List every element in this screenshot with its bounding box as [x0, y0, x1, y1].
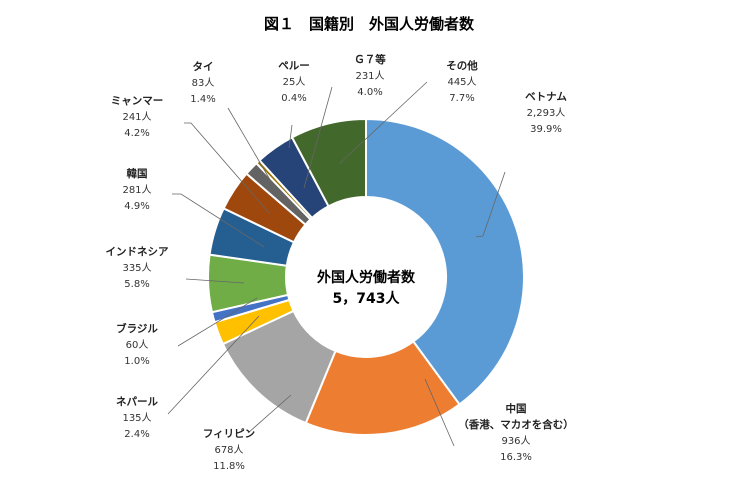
slice-name: ブラジル — [116, 322, 158, 335]
slice-name: ネパール — [116, 396, 158, 408]
slice-name: タイ — [193, 61, 214, 73]
slice-percent: 1.4% — [190, 94, 215, 105]
slice-label-6: インドネシア 335人 5.8% — [106, 246, 169, 290]
leader-line-5 — [177, 297, 258, 347]
slice-percent: 16.3% — [500, 452, 532, 463]
slice-2 — [304, 340, 461, 436]
slice-percent: 39.9% — [530, 124, 562, 135]
slice-label-2: 中国 （香港、マカオを含む） 936人 16.3% — [458, 402, 574, 463]
slice-value: 2,293人 — [527, 107, 566, 119]
slice-name: Ｇ７等 — [354, 53, 386, 66]
slice-value: 231人 — [355, 70, 384, 82]
leader-line-6 — [185, 278, 245, 284]
slice-label-7: 韓国 281人 4.9% — [122, 167, 151, 212]
slice-labels: ベトナム 2,293人 39.9% 中国 （香港、マカオを含む） 936人 16.3% フィリ… — [106, 53, 574, 472]
slice-name: ミャンマー — [111, 95, 164, 107]
leader-line-3 — [247, 394, 292, 434]
leader-lines — [167, 81, 506, 447]
slice-value: 241人 — [122, 111, 151, 123]
slice-percent: 7.7% — [449, 93, 474, 104]
slice-12 — [290, 117, 367, 208]
slice-value: 678人 — [214, 444, 243, 456]
leader-line-2 — [424, 378, 455, 447]
slice-name-sub: （香港、マカオを含む） — [458, 418, 574, 431]
slice-label-9: タイ 83人 1.4% — [190, 61, 215, 105]
slice-name: インドネシア — [106, 246, 169, 258]
slice-value: 281人 — [122, 184, 151, 196]
slice-value: 25人 — [283, 76, 306, 88]
slice-label-10: ペルー 25人 0.4% — [278, 60, 310, 104]
slice-name: その他 — [446, 59, 478, 72]
leader-line-10 — [288, 124, 293, 149]
slice-name: ベトナム — [525, 91, 567, 103]
slice-label-1: ベトナム 2,293人 39.9% — [525, 91, 567, 135]
slice-name: ペルー — [278, 60, 310, 72]
slice-label-3: フィリピン 678人 11.8% — [203, 428, 255, 472]
slice-value: 445人 — [447, 76, 476, 88]
slice-label-4: ネパール 135人 2.4% — [116, 396, 158, 440]
slice-value: 135人 — [122, 412, 151, 424]
slice-1 — [365, 117, 525, 406]
slice-label-12: その他 445人 7.7% — [446, 59, 478, 104]
leader-line-8 — [184, 122, 271, 215]
center-value: 5，743人 — [333, 290, 401, 307]
leader-line-4 — [167, 315, 260, 415]
leader-line-11 — [303, 86, 333, 189]
slice-name: 韓国 — [127, 167, 148, 180]
slice-label-11: Ｇ７等 231人 4.0% — [354, 53, 386, 98]
slice-value: 335人 — [122, 262, 151, 274]
slice-value: 83人 — [192, 77, 215, 89]
leader-line-7 — [172, 193, 265, 248]
leader-line-1 — [475, 171, 506, 238]
slice-percent: 5.8% — [124, 279, 149, 290]
slice-percent: 11.8% — [213, 461, 245, 472]
slice-percent: 4.9% — [124, 201, 149, 212]
slice-value: 936人 — [501, 435, 530, 447]
slice-label-8: ミャンマー 241人 4.2% — [111, 95, 164, 139]
center-label: 外国人労働者数 — [317, 269, 416, 286]
leader-line-9 — [227, 107, 277, 191]
leader-line-12 — [338, 81, 428, 165]
slice-percent: 4.2% — [124, 128, 149, 139]
slice-percent: 2.4% — [124, 429, 149, 440]
slice-name: 中国 — [506, 402, 527, 415]
slice-percent: 4.0% — [357, 87, 382, 98]
slice-value: 60人 — [126, 339, 149, 351]
slice-name: フィリピン — [203, 428, 255, 440]
slice-percent: 0.4% — [281, 93, 306, 104]
slice-label-5: ブラジル 60人 1.0% — [116, 322, 158, 367]
slice-percent: 1.0% — [124, 356, 149, 367]
chart-title: 図１ 国籍別 外国人労働者数 — [264, 15, 475, 33]
